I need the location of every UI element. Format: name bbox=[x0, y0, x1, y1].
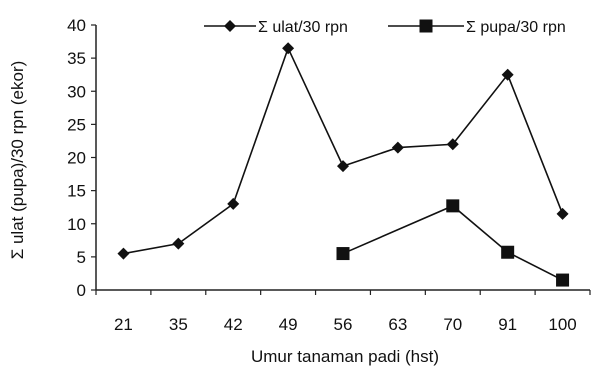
x-axis-ticks: 21 35 42 49 56 63 70 91 100 bbox=[95, 290, 591, 334]
data-point-square bbox=[556, 273, 570, 287]
x-tick-label: 49 bbox=[279, 315, 298, 334]
data-point-diamond bbox=[227, 197, 240, 210]
legend-diamond-icon bbox=[224, 20, 236, 32]
data-point-diamond bbox=[172, 237, 185, 250]
series-line bbox=[123, 46, 564, 255]
y-tick-label: 35 bbox=[67, 49, 86, 68]
y-tick-label: 30 bbox=[67, 82, 86, 101]
data-point-diamond bbox=[501, 68, 514, 81]
y-tick-label: 0 bbox=[77, 281, 86, 300]
y-tick-label: 5 bbox=[77, 248, 86, 267]
legend-label: Σ pupa/30 rpn bbox=[466, 19, 566, 36]
data-point-diamond bbox=[446, 138, 459, 151]
data-point-square bbox=[501, 245, 515, 259]
x-tick-label: 21 bbox=[114, 315, 133, 334]
series-line bbox=[342, 204, 563, 281]
x-tick-label: 100 bbox=[548, 315, 576, 334]
data-point-diamond bbox=[556, 207, 569, 220]
legend: Σ ulat/30 rpn Σ pupa/30 rpn bbox=[204, 19, 566, 36]
x-tick-label: 35 bbox=[169, 315, 188, 334]
data-point-diamond bbox=[337, 160, 349, 173]
x-tick-label: 42 bbox=[224, 315, 243, 334]
x-tick-label: 70 bbox=[443, 315, 462, 334]
x-tick-label: 56 bbox=[334, 315, 353, 334]
data-point-diamond bbox=[117, 247, 130, 260]
x-tick-label: 63 bbox=[388, 315, 407, 334]
legend-label: Σ ulat/30 rpn bbox=[258, 19, 348, 36]
y-tick-label: 40 bbox=[67, 16, 86, 35]
x-tick-label: 91 bbox=[498, 315, 517, 334]
series-ulat bbox=[117, 42, 569, 260]
data-point-square bbox=[446, 199, 460, 213]
y-tick-label: 10 bbox=[67, 215, 86, 234]
y-axis-title: Σ ulat (pupa)/30 rpn (ekor) bbox=[8, 61, 27, 260]
series-layer bbox=[117, 42, 570, 287]
legend-square-icon bbox=[419, 19, 433, 33]
y-axis-ticks: 0 5 10 15 20 25 30 35 40 bbox=[67, 16, 96, 300]
series-pupa bbox=[336, 199, 570, 287]
data-point-square bbox=[336, 247, 350, 261]
y-tick-label: 20 bbox=[67, 149, 86, 168]
data-point-diamond bbox=[391, 141, 404, 154]
y-tick-label: 25 bbox=[67, 115, 86, 134]
data-point-diamond bbox=[282, 42, 295, 55]
y-tick-label: 15 bbox=[67, 182, 86, 201]
x-axis-title: Umur tanaman padi (hst) bbox=[251, 347, 439, 366]
